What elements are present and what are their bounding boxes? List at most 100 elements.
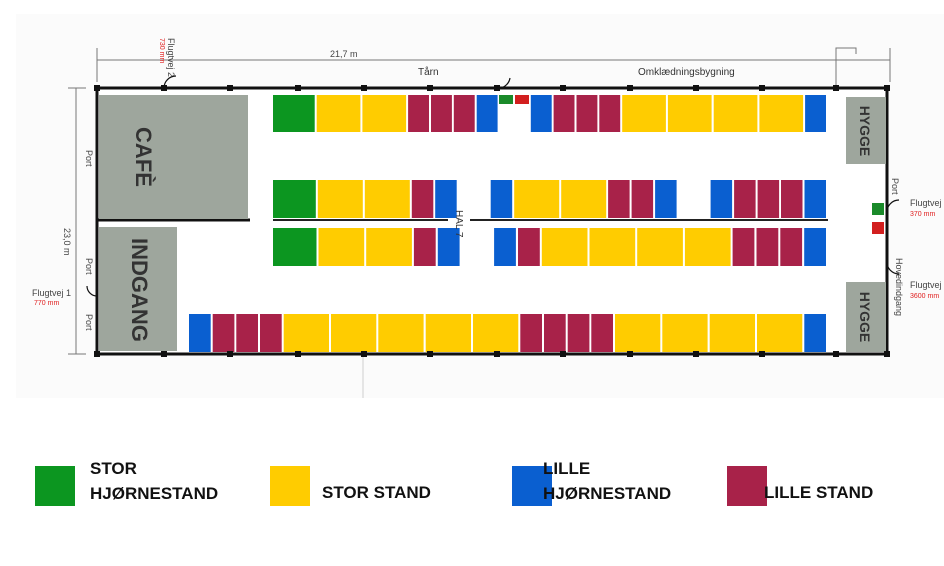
post-9-2 xyxy=(627,351,633,357)
lille-hjornestand-r4-18 xyxy=(804,314,826,352)
lille-stand-r3-13 xyxy=(732,228,755,266)
stor-stand-r3-12 xyxy=(684,228,731,266)
stor-stand-r2-3 xyxy=(364,180,410,218)
hovedindgang-label: Hovedindgang xyxy=(894,258,904,316)
height-dimension: 23,0 m xyxy=(62,228,72,256)
post-5-1 xyxy=(361,85,367,91)
stor-stand-r1-13 xyxy=(622,95,666,132)
hygge-bottom-zone xyxy=(846,282,886,352)
post-4-1 xyxy=(295,85,301,91)
stor-stand-r4-17 xyxy=(757,314,803,352)
post-7-2 xyxy=(494,351,500,357)
indgang-zone xyxy=(99,227,177,351)
post-1-1 xyxy=(94,85,100,91)
post-9-1 xyxy=(627,85,633,91)
lille-hjornestand-r1-9 xyxy=(530,95,552,132)
lille-stand-r2-10 xyxy=(608,180,630,218)
flugtvej-left-name: Flugtvej 1 xyxy=(32,288,71,298)
post-10-2 xyxy=(693,351,699,357)
lille-stand-r1-6 xyxy=(453,95,475,132)
lille-stand-r1-10 xyxy=(553,95,575,132)
lille-stand-r2-11 xyxy=(631,180,654,218)
lille-stand-r3-15 xyxy=(780,228,803,266)
lille-hjornestand-r2-12 xyxy=(655,180,677,218)
stor-stand-r4-14 xyxy=(615,314,661,352)
post-6-2 xyxy=(427,351,433,357)
lille-hjornestand-r2-14 xyxy=(710,180,733,218)
exit-sign-right xyxy=(872,203,884,234)
lille-stand-r4-13 xyxy=(591,314,613,352)
post-11-2 xyxy=(759,351,765,357)
hygge-top-label: HYGGE xyxy=(857,106,873,157)
legend-label-lille-stand: LILLE STAND xyxy=(764,483,874,502)
stor-stand-r3-9 xyxy=(541,228,588,266)
post-7-1 xyxy=(494,85,500,91)
stor-stand-r2-8 xyxy=(514,180,560,218)
lille-stand-r3-8 xyxy=(518,228,540,266)
lille-stand-r4-3 xyxy=(236,314,258,352)
width-dimension: 21,7 m xyxy=(330,49,358,59)
stor-stand-r4-15 xyxy=(662,314,708,352)
port-label-1: Port xyxy=(84,150,94,167)
lille-stand-r1-12 xyxy=(599,95,621,132)
post-8-1 xyxy=(560,85,566,91)
lille-hjornestand-r1-7 xyxy=(476,95,498,132)
post-10-1 xyxy=(693,85,699,91)
post-3-2 xyxy=(227,351,233,357)
stor-stand-r3-3 xyxy=(366,228,412,266)
lille-stand-r2-17 xyxy=(781,180,803,218)
lille-stand-r3-4 xyxy=(413,228,436,266)
column-posts xyxy=(94,85,890,357)
legend-label-lille-hjornestand: LILLE HJØRNESTAND xyxy=(543,459,672,503)
stor-stand-r1-3 xyxy=(362,95,407,132)
port-label-2: Port xyxy=(84,258,94,275)
post-6-1 xyxy=(427,85,433,91)
hygge-top-zone xyxy=(846,97,886,164)
stor-hjornestand-r2-1 xyxy=(273,180,316,218)
post-11-1 xyxy=(759,85,765,91)
lille-stand-r4-10 xyxy=(520,314,542,352)
flugtvej-right1-size: 370 mm xyxy=(910,211,935,218)
dimension-lines xyxy=(68,47,891,398)
post-1-2 xyxy=(94,351,100,357)
lille-hjornestand-r3-7 xyxy=(494,228,516,266)
stor-stand-r4-16 xyxy=(709,314,755,352)
stor-stand-r1-15 xyxy=(713,95,758,132)
lille-stand-r4-2 xyxy=(212,314,235,352)
flugtvej-left-size: 770 mm xyxy=(34,300,59,307)
port-label-3: Port xyxy=(84,314,94,331)
lille-stand-r4-4 xyxy=(260,314,282,352)
legend-label-stor-stand: STOR STAND xyxy=(322,483,431,502)
lille-hjornestand-r1-17 xyxy=(805,95,826,132)
legend-swatch-lille-stand xyxy=(727,466,767,506)
stor-stand-r4-6 xyxy=(331,314,377,352)
stor-stand-r1-2 xyxy=(316,95,361,132)
lille-hjornestand-r2-5 xyxy=(435,180,457,218)
stor-stand-r4-8 xyxy=(425,314,471,352)
post-12-2 xyxy=(833,351,839,357)
lille-hjornestand-r3-5 xyxy=(437,228,460,266)
flugtvej-top-size: 730 mm xyxy=(158,38,165,63)
lille-stand-r2-4 xyxy=(411,180,434,218)
lille-stand-r2-16 xyxy=(757,180,780,218)
exit-sign-top xyxy=(499,95,529,104)
omkl-label: Omklædningsbygning xyxy=(638,67,735,78)
lille-stand-r1-4 xyxy=(408,95,429,132)
post-13-2 xyxy=(884,351,890,357)
stor-hjornestand-r1-1 xyxy=(273,95,315,132)
stor-stand-r3-2 xyxy=(318,228,365,266)
lille-hjornestand-r3-16 xyxy=(804,228,826,266)
cafe-zone xyxy=(99,95,248,219)
lille-stand-r1-5 xyxy=(431,95,452,132)
post-12-1 xyxy=(833,85,839,91)
legend-swatch-stor-stand xyxy=(270,466,310,506)
post-2-2 xyxy=(161,351,167,357)
flugtvej-right2-size: 3600 mm xyxy=(910,293,939,300)
tarn-label: Tårn xyxy=(418,66,439,78)
stor-hjornestand-r3-1 xyxy=(273,228,317,266)
hall-label: HAL 7 xyxy=(453,210,464,238)
lille-hjornestand-r2-7 xyxy=(490,180,513,218)
lille-stand-r2-15 xyxy=(734,180,756,218)
post-2-1 xyxy=(161,85,167,91)
